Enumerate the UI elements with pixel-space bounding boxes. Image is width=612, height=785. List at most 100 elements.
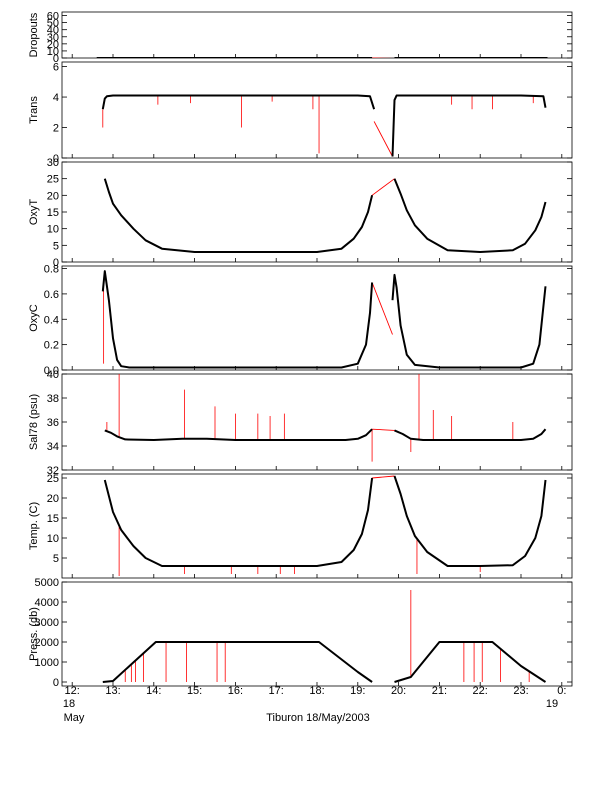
y-axis-title: Trans: [28, 96, 40, 124]
y-tick-label: 0.4: [44, 314, 59, 326]
y-tick-label: 3000: [35, 617, 59, 629]
x-tick-label: 14:: [146, 685, 161, 697]
series-trace: [393, 475, 547, 567]
x-end-day-label: 19: [546, 698, 558, 710]
panel-3: 0 5 10 15 20 25 30 OxyT: [28, 157, 573, 269]
x-tick-label: 21:: [432, 685, 447, 697]
y-axis-title: OxyC: [28, 304, 40, 332]
panel-content: [103, 178, 547, 253]
panel-content: [102, 590, 547, 683]
y-axis-title: Press. (db): [28, 607, 40, 661]
x-tick-label: 12:: [65, 685, 80, 697]
y-axis-title: Sal78 (psu): [28, 394, 40, 450]
y-tick-label: 15: [47, 513, 59, 525]
gap-connector: [371, 282, 393, 335]
panel-content: [104, 374, 547, 462]
series-trace: [394, 641, 547, 683]
y-tick-label: 34: [47, 441, 59, 453]
series-trace: [101, 94, 376, 110]
x-axis: 18 May 19 Tiburon 18/May/2003 12: 13: 14: 1…: [63, 685, 567, 724]
gap-connector: [372, 428, 395, 431]
y-tick-label: 20: [47, 39, 59, 51]
y-tick-label: 15: [47, 207, 59, 219]
panel-6: 5 10 15 20 25 Temp. (C): [28, 473, 573, 579]
series-trace: [391, 273, 547, 369]
gap-connector: [371, 178, 395, 196]
y-tick-label: 2: [53, 123, 59, 135]
series-trace: [391, 94, 547, 157]
y-tick-label: 0: [53, 153, 59, 165]
series-trace: [101, 270, 374, 369]
x-tick-label: 17:: [269, 685, 284, 697]
y-tick-label: 38: [47, 393, 59, 405]
y-tick-label: 0: [53, 677, 59, 689]
y-tick-label: 1000: [35, 657, 59, 669]
y-tick-label: 25: [47, 473, 59, 485]
x-tick-label: 18:: [309, 685, 324, 697]
panel-frame: [61, 61, 573, 159]
y-tick-label: 0.2: [44, 340, 59, 352]
y-tick-label: 10: [47, 224, 59, 236]
y-tick-label: 40: [47, 369, 59, 381]
panel-frame: [61, 11, 573, 59]
y-tick-label: 25: [47, 174, 59, 186]
y-tick-label: 10: [47, 46, 59, 58]
x-tick-label: 19:: [350, 685, 365, 697]
panel-4: 0.0 0.2 0.4 0.6 0.8 OxyC: [28, 264, 573, 377]
series-trace: [103, 477, 374, 567]
y-tick-label: 20: [47, 190, 59, 202]
y-tick-label: 6: [53, 62, 59, 74]
y-tick-label: 5000: [35, 577, 59, 589]
panel-frame: [61, 161, 573, 263]
y-tick-label: 4: [53, 92, 59, 104]
y-tick-label: 2000: [35, 637, 59, 649]
x-tick-label: 22:: [473, 685, 488, 697]
y-axis-title: Temp. (C): [28, 502, 40, 550]
y-axis-title: OxyT: [28, 199, 40, 226]
y-axis-title: Dropouts: [28, 12, 40, 57]
y-tick-label: 5: [53, 553, 59, 565]
x-tick-label: 20:: [391, 685, 406, 697]
series-trace: [393, 178, 547, 253]
x-start-day-label: 18: [63, 698, 75, 710]
y-tick-label: 30: [47, 32, 59, 44]
panel-frame: [61, 373, 573, 471]
y-tick-label: 30: [47, 157, 59, 169]
series-trace: [102, 641, 373, 683]
panel-5: 32 34 36 38 40 Sal78 (psu): [28, 369, 573, 477]
panels-layer: 0102030405060Dropouts0246Trans0510152025…: [28, 11, 573, 689]
x-tick-label: 0:: [557, 685, 566, 697]
y-tick-label: 60: [47, 11, 59, 23]
y-tick-label: 32: [47, 465, 59, 477]
y-tick-label: 20: [47, 493, 59, 505]
y-tick-label: 50: [47, 18, 59, 30]
gap-connector: [372, 475, 395, 479]
x-start-month-label: May: [64, 712, 85, 724]
y-tick-label: 0.0: [44, 365, 59, 377]
gap-connector: [373, 121, 393, 157]
x-tick-label: 13:: [105, 685, 120, 697]
panel-content: [101, 270, 547, 369]
x-axis-caption: Tiburon 18/May/2003: [266, 712, 370, 724]
y-tick-label: 0: [53, 53, 59, 65]
series-trace: [394, 428, 547, 441]
panel-frame: [61, 581, 573, 687]
y-tick-label: 5: [53, 240, 59, 252]
y-tick-label: 0.8: [44, 264, 59, 276]
panel-2: 0 2 4 6 Trans: [28, 61, 573, 165]
panel-content: [101, 94, 547, 157]
y-tick-label: 0.6: [44, 289, 59, 301]
x-tick-label: 15:: [187, 685, 202, 697]
y-tick-label: 4000: [35, 597, 59, 609]
panel-frame: [61, 473, 573, 579]
series-trace: [103, 178, 374, 253]
x-tick-label: 16:: [228, 685, 243, 697]
x-tick-label: 23:: [513, 685, 528, 697]
panel-7: 0 1000 2000 3000 4000 5000 Press. (db): [28, 577, 573, 689]
y-tick-label: 0: [53, 257, 59, 269]
y-tick-label: 40: [47, 25, 59, 37]
series-trace: [104, 428, 373, 441]
panel-content: [103, 475, 547, 576]
y-tick-label: 36: [47, 417, 59, 429]
